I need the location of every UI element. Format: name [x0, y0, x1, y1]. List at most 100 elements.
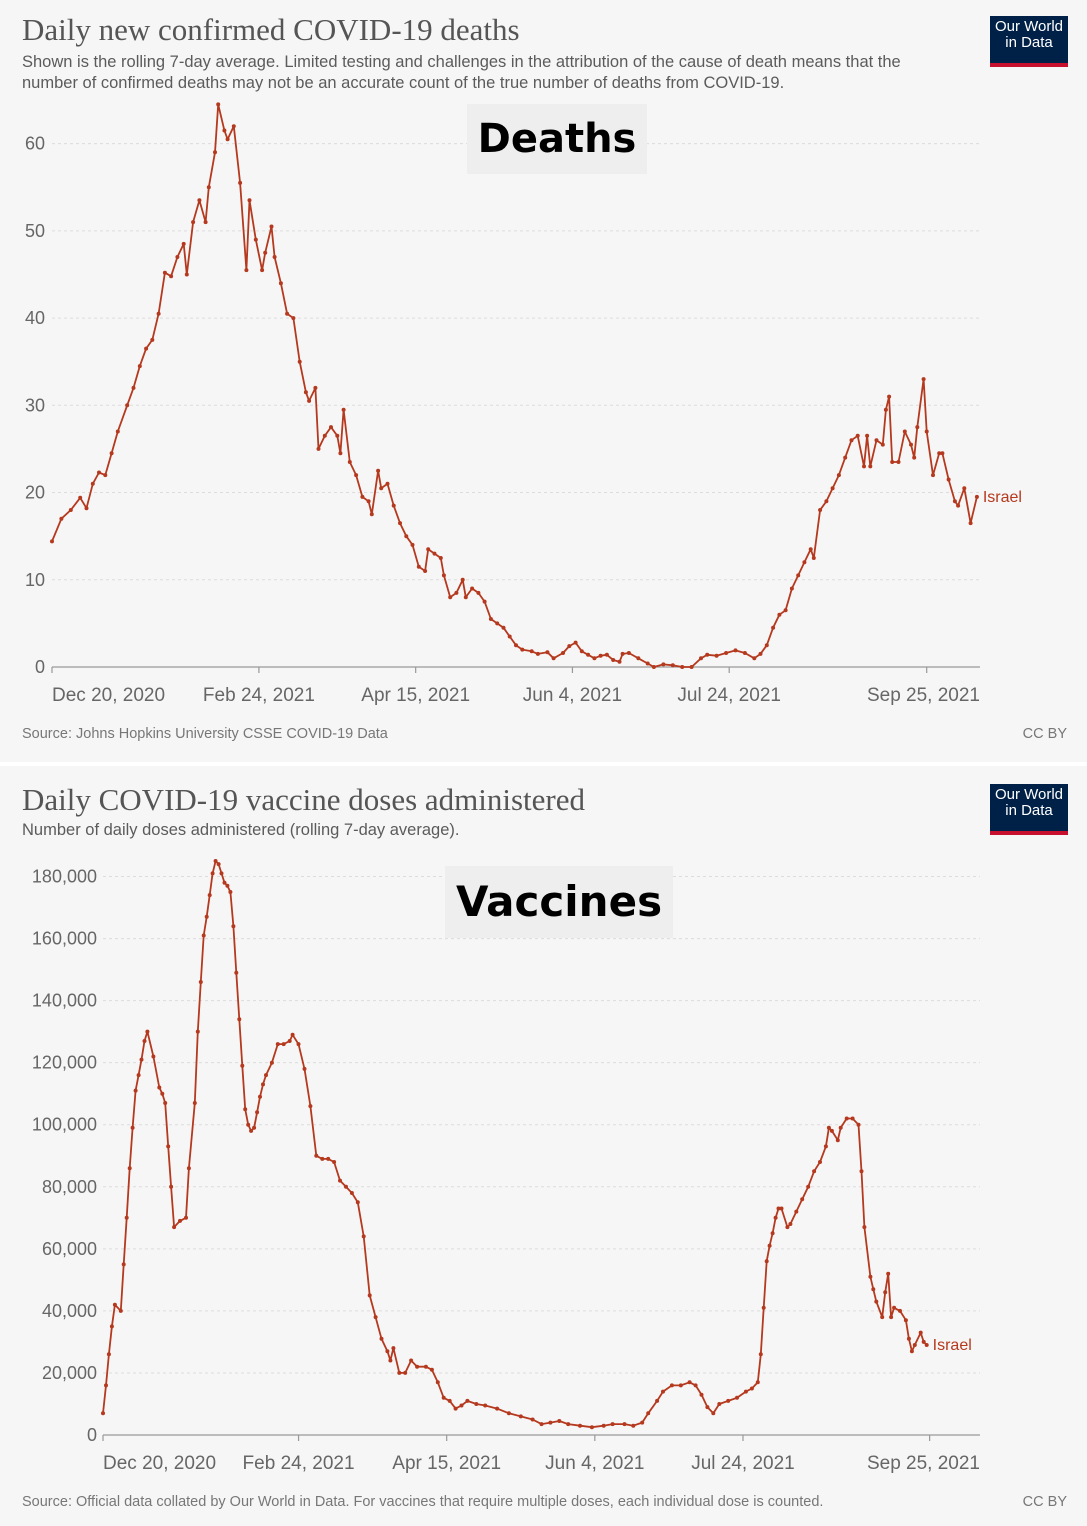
- deaths-data-point: [670, 663, 675, 668]
- vaccines-data-point: [269, 1060, 274, 1065]
- deaths-data-point: [68, 508, 73, 512]
- vaccines-x-tick-label: Feb 24, 2021: [243, 1453, 355, 1474]
- owid-logo-line1: Our World: [994, 18, 1064, 35]
- deaths-data-point: [592, 656, 597, 661]
- vaccines-data-point: [207, 893, 212, 898]
- deaths-data-point: [956, 503, 961, 508]
- deaths-data-point: [724, 651, 729, 655]
- vaccines-data-point: [166, 1144, 171, 1149]
- deaths-data-point: [222, 128, 227, 133]
- deaths-data-point: [206, 185, 211, 190]
- vaccines-data-point: [661, 1389, 665, 1394]
- deaths-data-point: [789, 586, 794, 591]
- deaths-data-point: [354, 473, 359, 478]
- vaccines-y-tick-label: 140,000: [32, 991, 97, 1011]
- owid-logo-line2: in Data: [1005, 802, 1053, 819]
- deaths-data-point: [611, 658, 616, 662]
- vaccines-data-point: [349, 1191, 354, 1195]
- vaccines-data-point: [776, 1206, 781, 1211]
- deaths-data-point: [379, 486, 384, 491]
- deaths-data-point: [598, 653, 603, 658]
- deaths-data-point: [573, 640, 578, 645]
- vaccines-data-point: [755, 1380, 760, 1385]
- vaccines-data-point: [749, 1386, 754, 1391]
- deaths-data-point: [184, 272, 189, 277]
- vaccines-data-point: [610, 1422, 615, 1427]
- vaccines-y-tick-label: 80,000: [42, 1177, 97, 1197]
- vaccines-license-link[interactable]: CC BY: [1022, 1494, 1067, 1510]
- vaccines-data-point: [812, 1169, 817, 1174]
- vaccines-data-point: [835, 1138, 840, 1143]
- deaths-data-point: [880, 442, 885, 447]
- vaccines-data-point: [800, 1197, 805, 1202]
- vaccines-data-point: [246, 1122, 251, 1127]
- deaths-data-point: [78, 495, 83, 500]
- vaccines-data-point: [548, 1420, 553, 1425]
- vaccines-data-point: [243, 1107, 248, 1112]
- vaccines-data-point: [308, 1104, 313, 1109]
- vaccines-data-point: [726, 1398, 731, 1403]
- vaccines-data-point: [794, 1209, 799, 1214]
- vaccines-data-point: [699, 1392, 704, 1397]
- deaths-data-point: [115, 429, 120, 434]
- deaths-data-point: [410, 542, 415, 547]
- vaccines-y-tick-label: 160,000: [32, 929, 97, 949]
- deaths-data-point: [742, 651, 747, 655]
- vaccines-series-line-israel: [102, 860, 928, 1429]
- deaths-data-point: [263, 250, 268, 255]
- vaccines-source-note: Source: Official data collated by Our Wo…: [22, 1494, 824, 1510]
- vaccines-data-point: [838, 1125, 843, 1130]
- deaths-data-point: [338, 451, 343, 456]
- deaths-data-point: [404, 534, 409, 539]
- vaccines-data-point: [118, 1308, 123, 1313]
- vaccines-data-point: [566, 1422, 571, 1427]
- deaths-data-point: [962, 486, 967, 491]
- deaths-data-point: [777, 612, 782, 617]
- vaccines-data-point: [761, 1305, 766, 1310]
- vaccines-data-point: [850, 1116, 855, 1121]
- deaths-data-point: [520, 647, 525, 652]
- deaths-data-point: [783, 608, 788, 613]
- vaccines-data-point: [160, 1091, 165, 1096]
- deaths-data-point: [626, 651, 631, 655]
- vaccines-data-point: [898, 1308, 902, 1313]
- deaths-data-point: [125, 403, 130, 408]
- vaccines-series-label-israel[interactable]: Israel: [933, 1337, 972, 1354]
- vaccines-data-point: [818, 1160, 822, 1164]
- vaccines-data-point: [806, 1184, 811, 1189]
- vaccines-line-chart: 0 20,000 40,000 60,000 80,000 100,000 120,000 1…: [32, 859, 980, 1474]
- vaccines-y-tick-label: 180,000: [32, 867, 97, 887]
- vaccines-data-point: [859, 1169, 864, 1174]
- vaccines-data-point: [344, 1184, 348, 1189]
- deaths-data-point: [931, 473, 935, 478]
- deaths-data-point: [272, 255, 277, 259]
- vaccines-data-point: [435, 1380, 440, 1385]
- vaccines-data-point: [338, 1178, 342, 1183]
- vaccines-data-point: [655, 1398, 660, 1403]
- vaccines-data-point: [249, 1128, 254, 1133]
- vaccines-data-point: [104, 1383, 108, 1388]
- deaths-data-point: [278, 281, 283, 286]
- deaths-data-point: [771, 625, 776, 630]
- deaths-data-point: [181, 241, 186, 246]
- deaths-data-point: [758, 651, 763, 656]
- deaths-data-point: [360, 494, 365, 499]
- vaccines-data-point: [237, 1017, 242, 1022]
- vaccines-data-point: [379, 1336, 384, 1341]
- vaccines-data-point: [711, 1411, 716, 1416]
- deaths-license-link[interactable]: CC BY: [1022, 726, 1067, 742]
- vaccines-data-point: [770, 1231, 775, 1236]
- owid-logo[interactable]: Our World in Data: [990, 784, 1068, 835]
- owid-logo[interactable]: Our World in Data: [990, 16, 1068, 67]
- deaths-chart-panel: Daily new confirmed COVID-19 deaths Show…: [0, 0, 1087, 762]
- deaths-data-point: [620, 651, 625, 656]
- vaccines-data-point: [441, 1395, 446, 1400]
- vaccines-data-point: [874, 1299, 879, 1304]
- owid-logo-line1: Our World: [994, 786, 1064, 803]
- deaths-x-tick-label: Dec 20, 2020: [52, 685, 165, 706]
- deaths-data-point: [426, 547, 431, 552]
- deaths-series-label-israel[interactable]: Israel: [983, 489, 1022, 506]
- vaccines-data-point: [290, 1032, 295, 1037]
- deaths-source-note: Source: Johns Hopkins University CSSE CO…: [22, 726, 388, 742]
- deaths-data-point: [216, 102, 221, 107]
